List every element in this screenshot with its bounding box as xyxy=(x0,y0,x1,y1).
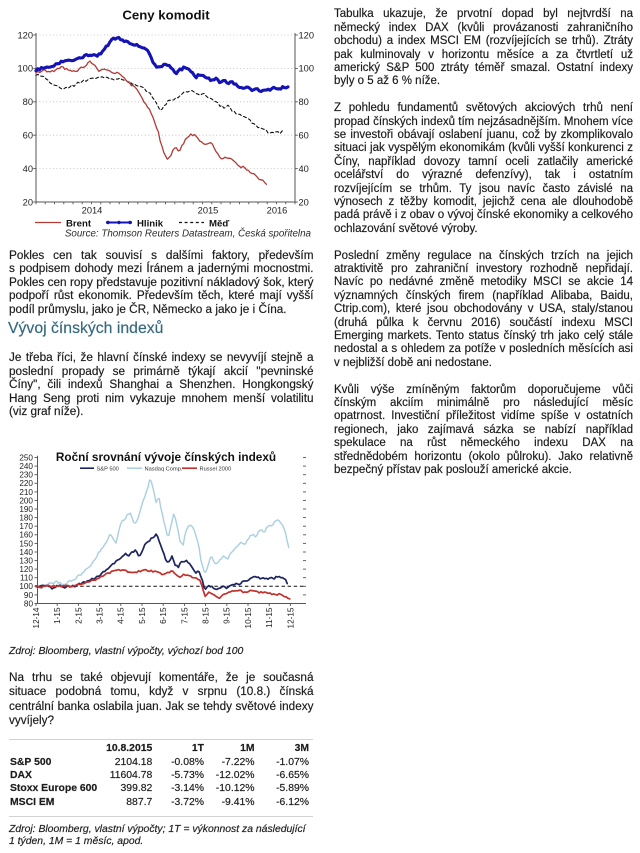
svg-text:100: 100 xyxy=(17,64,33,74)
svg-text:210: 210 xyxy=(19,488,33,497)
svg-text:160: 160 xyxy=(19,531,33,540)
svg-text:240: 240 xyxy=(19,462,33,471)
svg-text:8-15: 8-15 xyxy=(202,607,211,624)
svg-text:20: 20 xyxy=(299,197,309,207)
svg-text:150: 150 xyxy=(19,539,33,548)
svg-text:40: 40 xyxy=(299,164,309,174)
svg-text:2-15: 2-15 xyxy=(74,607,83,624)
svg-text:200: 200 xyxy=(19,496,33,505)
svg-text:20: 20 xyxy=(23,197,33,207)
svg-text:12-15: 12-15 xyxy=(286,607,295,628)
svg-text:12-14: 12-14 xyxy=(32,607,41,628)
svg-text:3-15: 3-15 xyxy=(96,607,105,624)
svg-text:120: 120 xyxy=(299,30,315,40)
svg-text:80: 80 xyxy=(299,97,309,107)
svg-text:100: 100 xyxy=(299,64,315,74)
svg-text:Nasdaq Comp.: Nasdaq Comp. xyxy=(145,466,183,472)
svg-text:Hlinik: Hlinik xyxy=(137,219,164,230)
svg-text:Ceny komodit: Ceny komodit xyxy=(122,8,210,23)
svg-text:Russel 2000: Russel 2000 xyxy=(200,466,232,472)
svg-text:9-15: 9-15 xyxy=(223,607,232,624)
svg-text:11-15: 11-15 xyxy=(265,607,274,628)
svg-text:1-15: 1-15 xyxy=(53,607,62,624)
svg-text:90: 90 xyxy=(24,591,34,600)
svg-text:10-15: 10-15 xyxy=(244,607,253,628)
svg-text:Roční srovnání vývoje čínských: Roční srovnání vývoje čínských indexů xyxy=(56,450,276,464)
svg-text:120: 120 xyxy=(17,30,33,40)
svg-text:7-15: 7-15 xyxy=(180,607,189,624)
svg-text:2016: 2016 xyxy=(267,206,288,216)
svg-text:190: 190 xyxy=(19,505,33,514)
svg-text:250: 250 xyxy=(19,453,33,462)
svg-text:2014: 2014 xyxy=(82,206,103,216)
svg-text:130: 130 xyxy=(19,557,33,566)
svg-text:80: 80 xyxy=(23,97,33,107)
svg-text:4-15: 4-15 xyxy=(117,607,126,624)
svg-text:60: 60 xyxy=(23,131,33,141)
svg-text:100: 100 xyxy=(19,582,33,591)
svg-text:2015: 2015 xyxy=(198,206,219,216)
svg-text:110: 110 xyxy=(20,574,33,583)
svg-text:Brent: Brent xyxy=(66,219,92,230)
svg-text:6-15: 6-15 xyxy=(159,607,168,624)
svg-text:5-15: 5-15 xyxy=(138,607,147,624)
svg-text:40: 40 xyxy=(23,164,33,174)
svg-text:120: 120 xyxy=(19,565,33,574)
svg-text:180: 180 xyxy=(19,514,33,523)
svg-text:220: 220 xyxy=(19,479,33,488)
svg-text:Měď: Měď xyxy=(209,219,229,230)
svg-text:140: 140 xyxy=(19,548,33,557)
svg-text:60: 60 xyxy=(299,131,309,141)
svg-text:230: 230 xyxy=(19,471,33,480)
svg-text:Source: Thomson Reuters Datast: Source: Thomson Reuters Datastream, Česk… xyxy=(65,229,312,240)
svg-text:S&P 500: S&P 500 xyxy=(97,466,119,472)
svg-text:80: 80 xyxy=(24,599,34,608)
svg-text:170: 170 xyxy=(19,522,33,531)
